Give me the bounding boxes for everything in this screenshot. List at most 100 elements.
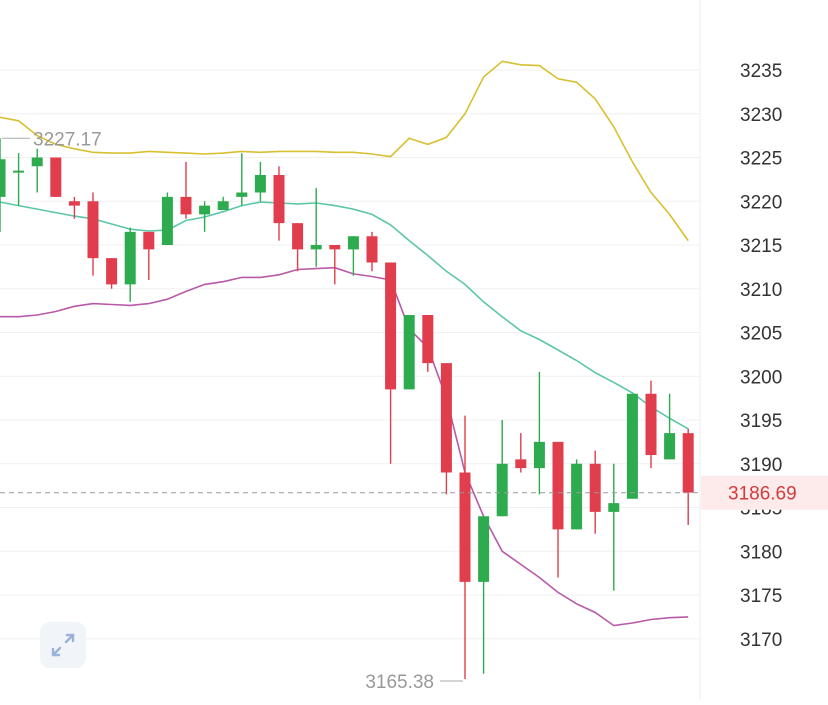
candle-body xyxy=(347,236,359,250)
candle-body xyxy=(143,231,155,250)
candle-down xyxy=(459,415,471,679)
y-tick-label: 3195 xyxy=(740,411,782,432)
candle-down xyxy=(366,231,378,272)
y-tick-label: 3190 xyxy=(740,455,782,476)
y-tick-label: 3170 xyxy=(740,630,782,651)
candle-body xyxy=(310,245,322,250)
lower-band-line xyxy=(0,266,689,627)
candle-body xyxy=(440,363,452,473)
candle-down xyxy=(292,223,304,272)
candle-body xyxy=(682,433,694,493)
candle-body xyxy=(254,175,266,193)
upper-band-line xyxy=(0,60,689,242)
last-price-marker: 3186.69 xyxy=(0,475,828,510)
candle-body xyxy=(199,205,211,215)
candle-up xyxy=(664,393,676,460)
low-label: 3165.38 xyxy=(365,672,434,693)
candle-down xyxy=(50,157,62,197)
candle-down xyxy=(273,166,285,241)
y-tick-label: 3175 xyxy=(740,586,782,607)
candle-down xyxy=(68,196,80,219)
y-tick-label: 3230 xyxy=(740,105,782,126)
candle-body xyxy=(608,503,620,512)
candle-down xyxy=(422,315,434,372)
candle-down xyxy=(329,245,341,285)
candle-body xyxy=(552,441,564,530)
candle-down xyxy=(645,380,657,469)
candle-up xyxy=(161,192,173,245)
candle-body xyxy=(273,175,285,224)
candle-body xyxy=(366,236,378,263)
candle-body xyxy=(459,472,471,582)
y-tick-label: 3220 xyxy=(740,192,782,213)
candle-down xyxy=(552,441,564,578)
candle-body xyxy=(329,245,341,250)
candle-body xyxy=(645,393,657,455)
candle-body xyxy=(124,231,136,285)
candle-body xyxy=(292,223,304,250)
candle-down xyxy=(106,258,118,289)
candle-body xyxy=(236,192,248,197)
y-tick-label: 3200 xyxy=(740,367,782,388)
candle-up xyxy=(608,463,620,591)
candle-body xyxy=(533,441,545,469)
candle-up xyxy=(199,201,211,232)
candle-body xyxy=(478,516,490,582)
last-price-label: 3186.69 xyxy=(728,484,797,505)
candle-body xyxy=(664,433,676,460)
y-tick-label: 3235 xyxy=(740,61,782,82)
candle-body xyxy=(87,201,99,259)
candle-body xyxy=(589,463,601,512)
candle-body xyxy=(422,315,434,364)
candle-up xyxy=(496,420,508,517)
y-tick-label: 3180 xyxy=(740,542,782,563)
candle-body xyxy=(50,157,62,197)
candle-body xyxy=(0,159,6,197)
candle-body xyxy=(385,262,397,390)
candle-body xyxy=(161,196,173,245)
candle-body xyxy=(180,196,192,215)
candle-up xyxy=(403,315,415,390)
y-tick-label: 3225 xyxy=(740,149,782,170)
candle-down xyxy=(87,192,99,276)
candle-body xyxy=(217,201,229,210)
candle-up xyxy=(124,227,136,302)
candle-down xyxy=(440,363,452,495)
candles xyxy=(0,138,694,679)
candle-down xyxy=(515,433,527,473)
candle-up xyxy=(347,236,359,276)
annotations: 3227.17 3165.38 xyxy=(2,129,463,693)
expand-button[interactable] xyxy=(40,622,86,668)
candle-body xyxy=(106,258,118,285)
candle-up xyxy=(31,148,43,193)
candle-down xyxy=(682,428,694,525)
last-price-tag xyxy=(701,475,828,510)
candle-body xyxy=(403,315,415,390)
grid-layer xyxy=(0,69,700,640)
candle-up xyxy=(626,393,638,499)
y-tick-label: 3205 xyxy=(740,324,782,345)
candle-body xyxy=(68,201,80,206)
expand-diagonal-icon xyxy=(51,633,75,657)
bollinger-bands xyxy=(0,60,689,627)
candle-up xyxy=(0,138,6,232)
candle-up xyxy=(533,371,545,495)
candle-body xyxy=(515,459,527,469)
high-label: 3227.17 xyxy=(33,129,102,150)
y-axis-ticks: 3235 3230 3225 3220 3215 3210 3205 3200 3195 3190… xyxy=(740,61,782,651)
y-tick-label: 3210 xyxy=(740,280,782,301)
candle-up xyxy=(236,153,248,206)
candle-body xyxy=(31,157,43,167)
candle-down xyxy=(385,262,397,464)
candle-down xyxy=(143,231,155,280)
candle-body xyxy=(571,463,583,530)
candle-up xyxy=(310,188,322,267)
candle-body xyxy=(626,393,638,499)
candle-up xyxy=(254,161,266,202)
candle-up xyxy=(478,516,490,674)
candle-down xyxy=(589,450,601,534)
middle-band-line xyxy=(0,201,689,430)
candle-body xyxy=(496,463,508,517)
